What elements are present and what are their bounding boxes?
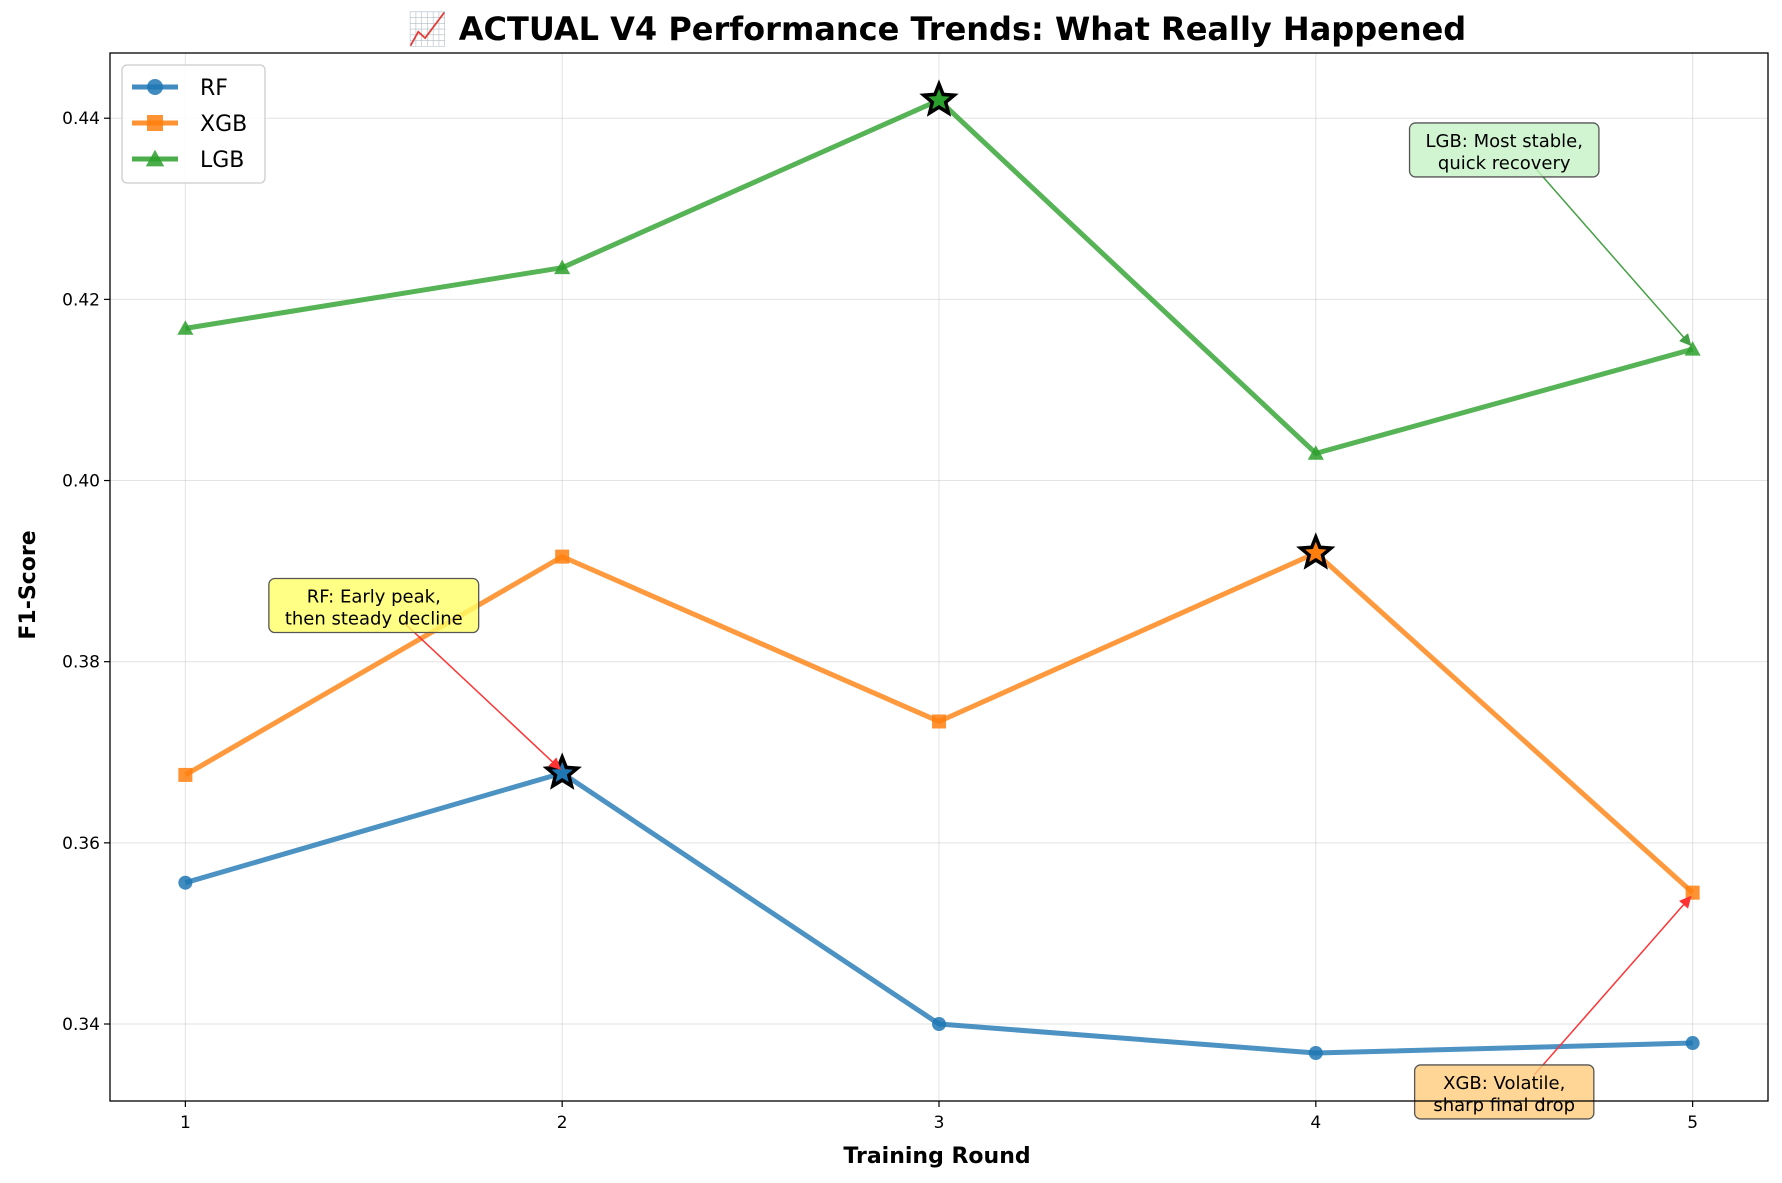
y-tick-label: 0.38 [62, 653, 100, 673]
legend: RF XGB LGB [121, 64, 266, 184]
annotation-box [1413, 1064, 1595, 1120]
annotation-text: RF: Early peak, [307, 587, 441, 608]
annotation-arrow [403, 621, 562, 770]
x-axis-label: Training Round [843, 1144, 1030, 1169]
y-tick-label: 0.40 [62, 472, 100, 492]
annotation-box [268, 577, 480, 634]
legend-item-lgb: LGB [132, 148, 244, 173]
axis-ticks: 1 2 3 4 5 0.34 0.36 0.38 0.40 0.42 0.44 [62, 109, 1698, 1133]
legend-label: RF [200, 76, 228, 101]
y-axis-label: F1-Score [16, 530, 41, 639]
x-tick-label: 4 [1310, 1113, 1321, 1133]
x-tick-label: 2 [557, 1113, 568, 1133]
rf-point [178, 875, 193, 890]
rf-point [1308, 1045, 1323, 1060]
x-tick-label: 3 [934, 1113, 945, 1133]
xgb-point [1685, 885, 1700, 900]
annotation-arrow [1533, 166, 1692, 347]
rf-point [932, 1017, 946, 1032]
annotation-text: LGB: Most stable, [1425, 131, 1583, 152]
annotation: XGB: Volatile,sharp final drop [1413, 895, 1692, 1120]
lgb-point [554, 259, 571, 275]
grid-lines [110, 53, 1768, 1101]
y-tick-label: 0.44 [62, 109, 100, 129]
legend-marker [147, 79, 163, 95]
y-tick-label: 0.34 [62, 1015, 100, 1035]
annotation: LGB: Most stable,quick recovery [1408, 122, 1692, 347]
legend-item-rf: RF [132, 76, 228, 101]
legend-marker [145, 149, 165, 167]
plot-frame [109, 52, 1769, 1102]
legend-marker [147, 115, 163, 131]
lgb-point [1684, 341, 1701, 356]
xgb-peak-star [1296, 532, 1336, 570]
legend-item-xgb: XGB [132, 112, 247, 137]
xgb-point [178, 767, 193, 782]
lgb-point [177, 320, 194, 335]
xgb-point [932, 714, 946, 729]
rf-point [1685, 1036, 1700, 1051]
annotation: RF: Early peak,then steady decline [268, 577, 562, 770]
y-tick-label: 0.36 [62, 834, 100, 854]
xgb-point [555, 549, 570, 564]
legend-label: XGB [200, 112, 247, 137]
annotation-text: sharp final drop [1433, 1095, 1575, 1116]
lgb-peak-star [919, 79, 959, 117]
x-tick-label: 5 [1687, 1113, 1698, 1133]
annotation-text: quick recovery [1438, 153, 1571, 174]
y-tick-label: 0.42 [62, 290, 100, 310]
annotation-arrow [1533, 895, 1692, 1076]
legend-label: LGB [200, 148, 244, 173]
chart-title: 📈 ACTUAL V4 Performance Trends: What Rea… [408, 10, 1466, 48]
annotation-box [1408, 122, 1600, 178]
x-tick-label: 1 [180, 1113, 191, 1133]
lgb-point [1307, 445, 1324, 460]
annotation-text: then steady decline [285, 609, 463, 630]
annotation-text: XGB: Volatile, [1443, 1073, 1565, 1094]
annotations: RF: Early peak,then steady decline LGB: M… [268, 122, 1692, 1120]
